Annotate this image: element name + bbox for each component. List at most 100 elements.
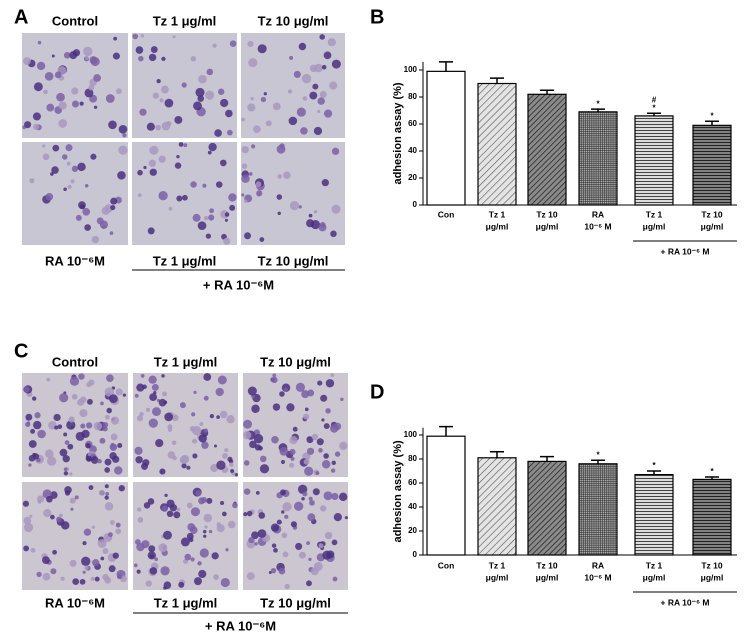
cell bbox=[156, 78, 161, 84]
cell bbox=[22, 500, 30, 507]
cell bbox=[149, 393, 158, 402]
y-tick-label: 80 bbox=[408, 92, 417, 101]
cell bbox=[44, 449, 54, 459]
cell bbox=[223, 237, 231, 245]
cell bbox=[104, 484, 109, 489]
cell bbox=[268, 570, 272, 575]
cell bbox=[84, 224, 91, 231]
cell bbox=[51, 166, 59, 174]
cell bbox=[292, 426, 298, 432]
group-label: + RA 10⁻⁶ M bbox=[661, 597, 710, 607]
cell bbox=[85, 56, 89, 60]
cell bbox=[158, 191, 168, 201]
cell bbox=[301, 73, 312, 84]
column-label: Control bbox=[52, 13, 98, 28]
cell bbox=[52, 144, 60, 152]
cell bbox=[81, 429, 90, 438]
cell bbox=[138, 55, 144, 62]
cell bbox=[317, 380, 323, 386]
cell bbox=[203, 395, 209, 401]
cell bbox=[213, 444, 217, 448]
cell bbox=[104, 576, 112, 584]
cell bbox=[50, 172, 54, 176]
y-axis-label: adhesion assay (%) bbox=[392, 82, 404, 184]
cell bbox=[190, 507, 200, 517]
cell bbox=[243, 419, 253, 429]
cell bbox=[253, 434, 264, 444]
cell bbox=[101, 206, 110, 215]
cell bbox=[164, 493, 168, 498]
bar bbox=[477, 457, 517, 556]
cell bbox=[241, 193, 245, 197]
cell bbox=[281, 459, 285, 464]
cell bbox=[42, 153, 50, 161]
cell bbox=[52, 549, 57, 555]
cell bbox=[46, 103, 55, 112]
cell bbox=[192, 453, 198, 459]
cell bbox=[83, 46, 93, 57]
cell bbox=[83, 528, 92, 536]
y-tick-label: 60 bbox=[408, 119, 417, 128]
cell bbox=[109, 231, 114, 235]
cell bbox=[46, 495, 53, 503]
error-bar bbox=[540, 89, 554, 95]
cell bbox=[84, 565, 89, 570]
cell bbox=[31, 396, 37, 401]
cell bbox=[248, 536, 255, 544]
cell bbox=[251, 144, 256, 149]
cell bbox=[147, 498, 155, 505]
cell bbox=[23, 545, 30, 552]
cell bbox=[112, 455, 120, 463]
cell bbox=[94, 576, 100, 582]
x-tick-label: Tz 10 bbox=[701, 209, 723, 219]
cell bbox=[158, 155, 166, 163]
cell bbox=[68, 416, 75, 423]
cell bbox=[313, 126, 323, 136]
cell bbox=[284, 583, 290, 590]
cell bbox=[339, 441, 348, 451]
cell bbox=[32, 452, 37, 457]
bottom-label: Tz 1 μg/ml bbox=[153, 253, 217, 268]
cell bbox=[256, 190, 263, 197]
cell bbox=[319, 34, 325, 40]
cell bbox=[220, 500, 225, 506]
cell bbox=[306, 580, 312, 587]
significance-marker: * bbox=[710, 111, 714, 120]
cell bbox=[63, 432, 68, 437]
cell bbox=[37, 495, 45, 503]
cell bbox=[62, 455, 70, 463]
cell bbox=[209, 414, 215, 419]
cell bbox=[143, 502, 151, 509]
cell bbox=[244, 232, 252, 240]
cell bbox=[230, 469, 235, 473]
cell bbox=[70, 179, 75, 184]
cell bbox=[304, 466, 314, 476]
bar bbox=[426, 70, 466, 206]
cell bbox=[115, 88, 122, 95]
cell bbox=[161, 121, 171, 131]
cell bbox=[229, 40, 237, 47]
cell bbox=[241, 117, 245, 122]
cell bbox=[159, 98, 164, 103]
cell bbox=[159, 468, 166, 475]
error-bar bbox=[647, 112, 661, 116]
y-axis-label: adhesion assay (%) bbox=[392, 440, 404, 542]
error-bar bbox=[705, 476, 719, 480]
cell bbox=[298, 205, 302, 209]
column-label: Control bbox=[52, 354, 98, 369]
cell bbox=[317, 109, 321, 113]
micrograph bbox=[132, 142, 237, 245]
cell bbox=[212, 43, 217, 48]
cell bbox=[244, 199, 248, 203]
cell bbox=[321, 179, 329, 187]
cell bbox=[135, 456, 143, 464]
cell bbox=[178, 142, 184, 147]
cell bbox=[334, 451, 341, 457]
cell bbox=[79, 578, 86, 585]
column-label: Tz 1 μg/ml bbox=[153, 13, 217, 28]
cell bbox=[33, 123, 40, 130]
cell bbox=[63, 51, 71, 59]
cell bbox=[136, 542, 145, 552]
cell bbox=[225, 548, 229, 552]
